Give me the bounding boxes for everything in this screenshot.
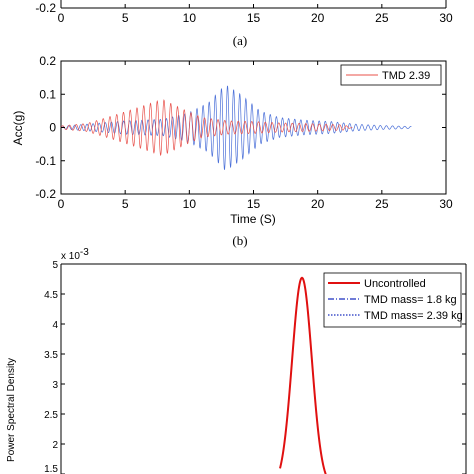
- panel-c-legend: Uncontrolled TMD mass= 1.8 kg TMD mass= …: [323, 272, 463, 328]
- panel-a: -0.2 0 5 10 15 20 25 30 (a): [35, 0, 453, 48]
- panel-b-series-tmd-239: [60, 99, 353, 157]
- panel-a-xtick-label: 0: [58, 11, 65, 25]
- panel-b-xtick-label: 5: [122, 197, 129, 211]
- panel-c-legend-box: [323, 272, 462, 328]
- panel-c-ytick-label: 5: [52, 260, 58, 271]
- panel-b: -0.2 -0.1 0 0.1 0.2 0 5 10 15 20 25 30 Acc(g) Time…: [11, 54, 453, 248]
- panel-b-xtick-label: 25: [375, 197, 389, 211]
- panel-b-legend-box: [340, 64, 442, 86]
- panel-a-xtick-label: 15: [247, 11, 261, 25]
- panel-a-xtick-label: 5: [122, 11, 129, 25]
- panel-b-xtick-label: 0: [58, 197, 65, 211]
- panel-b-series-blue: [60, 85, 412, 170]
- panel-c-ytick-label: 3: [52, 380, 58, 391]
- panel-b-xtick-label: 20: [311, 197, 325, 211]
- panel-b-ytick-label: 0: [49, 121, 56, 135]
- panel-b-legend-label: TMD 2.39: [382, 70, 430, 82]
- panel-c-ytick-label: 4.5: [44, 290, 58, 301]
- panel-b-legend: TMD 2.39: [340, 64, 442, 86]
- panel-c-ytick-label: 2: [52, 440, 58, 451]
- panel-b-xtick-label: 15: [247, 197, 261, 211]
- panel-c: 1.5 2 2.5 3 3.5 4 4.5 5 x 10-3 Power Spectral D…: [6, 247, 467, 474]
- panel-b-ytick-label: -0.2: [35, 187, 56, 201]
- panel-b-xlabel: Time (S): [230, 212, 276, 226]
- panel-a-xtick-label: 10: [183, 11, 197, 25]
- panel-c-ytick-label: 3.5: [44, 350, 58, 361]
- panel-c-ylabel: Power Spectral Density: [6, 358, 17, 462]
- panel-c-legend-label-uncontrolled: Uncontrolled: [364, 278, 426, 290]
- panel-b-y-ticks: -0.2 -0.1 0 0.1 0.2: [35, 54, 446, 201]
- panel-b-ytick-label: 0.2: [39, 54, 56, 68]
- panel-b-ytick-label: 0.1: [39, 87, 56, 101]
- panel-c-ytick-label: 2.5: [44, 410, 58, 421]
- panel-a-xtick-label: 20: [311, 11, 325, 25]
- panel-a-x-ticks: 0 5 10 15 20 25 30: [58, 4, 453, 25]
- panel-a-ytick: -0.2: [35, 1, 56, 15]
- panel-c-y-ticks: 1.5 2 2.5 3 3.5 4 4.5 5: [44, 260, 466, 474]
- panel-c-uncontrolled-line: [279, 276, 327, 474]
- panel-b-xtick-label: 10: [183, 197, 197, 211]
- panel-b-ytick-label: -0.1: [35, 154, 56, 168]
- panel-b-ylabel: Acc(g): [11, 111, 25, 146]
- panel-c-exponent: x 10-3: [61, 247, 89, 262]
- panel-a-xtick-label: 25: [375, 11, 389, 25]
- panel-b-series: [60, 85, 412, 170]
- panel-a-xtick-label: 30: [439, 11, 453, 25]
- panel-b-x-ticks: 0 5 10 15 20 25 30: [58, 61, 453, 211]
- panel-b-xtick-label: 30: [439, 197, 453, 211]
- panel-c-legend-label-tmd-18: TMD mass= 1.8 kg: [364, 294, 457, 306]
- panel-c-legend-label-tmd-239: TMD mass= 2.39 kg: [364, 310, 463, 322]
- panel-a-label: (a): [233, 33, 247, 48]
- panel-c-ytick-label: 4: [52, 320, 58, 331]
- panel-c-ytick-label: 1.5: [44, 464, 58, 474]
- panel-b-label: (b): [232, 233, 247, 248]
